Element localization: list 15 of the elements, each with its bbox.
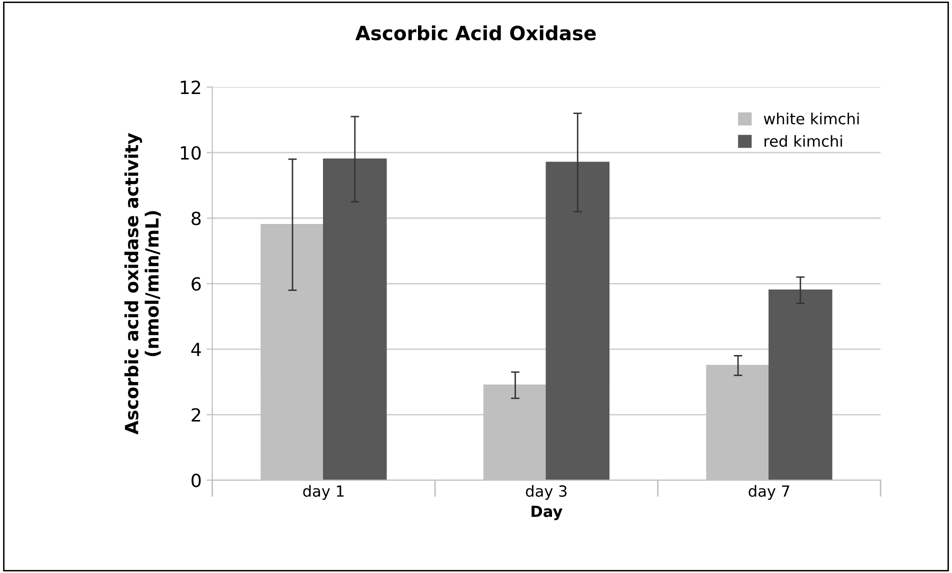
chart-title: Ascorbic Acid Oxidase bbox=[355, 25, 596, 40]
y-tick-label: 2 bbox=[192, 408, 200, 422]
x-tick-label: day 7 bbox=[748, 485, 790, 500]
y-axis-title: Ascorbic acid oxidase activity (nmol/min/mL) bbox=[124, 133, 161, 434]
x-tick-label: day 3 bbox=[526, 485, 567, 500]
y-tick-label: 0 bbox=[192, 474, 201, 488]
y-tick-label: 4 bbox=[191, 342, 201, 356]
y-tick-label: 10 bbox=[180, 146, 201, 160]
legend-label: red kimchi bbox=[764, 135, 842, 147]
y-tick-label: 12 bbox=[180, 80, 200, 94]
x-tick-label: day 1 bbox=[303, 485, 344, 500]
y-tick-label: 8 bbox=[192, 212, 201, 226]
x-axis-title: Day bbox=[532, 506, 562, 520]
legend-label: white kimchi bbox=[764, 112, 859, 124]
y-tick-label: 6 bbox=[192, 277, 201, 291]
